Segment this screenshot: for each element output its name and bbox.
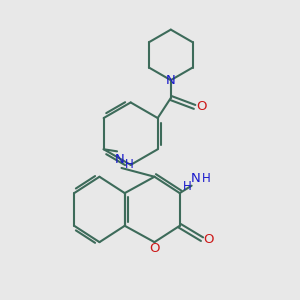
Text: O: O xyxy=(203,233,214,246)
Text: N: N xyxy=(115,153,125,166)
Text: H: H xyxy=(202,172,211,185)
Text: H: H xyxy=(183,180,192,193)
Text: H: H xyxy=(125,158,134,171)
Text: O: O xyxy=(196,100,206,113)
Text: O: O xyxy=(149,242,160,255)
Text: N: N xyxy=(166,74,176,87)
Text: N: N xyxy=(191,172,201,185)
